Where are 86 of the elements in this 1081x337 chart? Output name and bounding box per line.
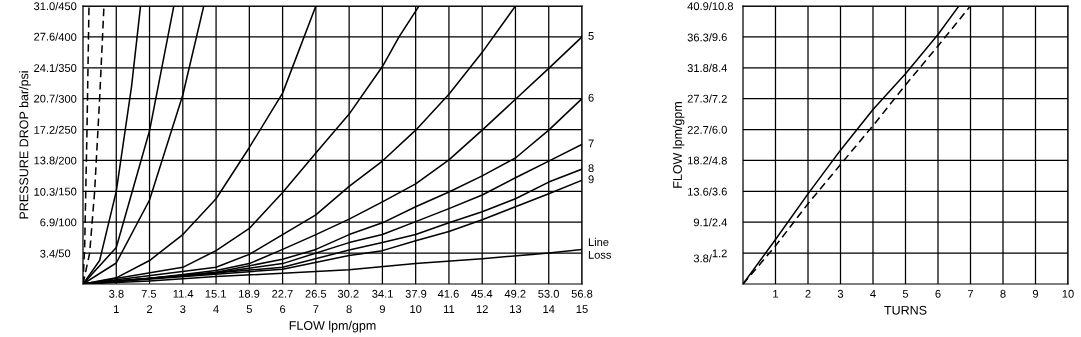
x-tick-label: 9 bbox=[1032, 289, 1039, 298]
x-tick-label: 3 bbox=[180, 305, 186, 313]
series-label: Line Loss bbox=[588, 237, 612, 259]
x-tick-label: 4 bbox=[870, 289, 876, 298]
x2-tick-label: 7.5 bbox=[141, 289, 157, 298]
x2-tick-label: 41.6 bbox=[437, 289, 459, 298]
x2-tick-label: 11.4 bbox=[173, 289, 194, 298]
y2-tick-label: 13.6/ bbox=[688, 187, 712, 196]
y-tick-label: 2.4 bbox=[712, 218, 728, 227]
series-label: 8 bbox=[588, 164, 594, 173]
y2-tick-label: 10.3/ bbox=[34, 187, 59, 196]
x-tick-label: 14 bbox=[543, 305, 555, 313]
y2-tick-label: 9.1/ bbox=[693, 218, 712, 227]
y2-axis-title: FLOW lpm/gpm bbox=[672, 102, 685, 188]
y-tick-label: 350 bbox=[58, 64, 77, 72]
x-tick-label: 1 bbox=[773, 289, 779, 298]
x-tick-label: 10 bbox=[1062, 289, 1074, 298]
y-tick-label: 6.0 bbox=[712, 125, 727, 134]
y2-tick-label: 24.1/ bbox=[34, 63, 59, 73]
series-label: 6 bbox=[588, 93, 594, 102]
y-tick-label: 400 bbox=[58, 33, 77, 42]
x-tick-label: 2 bbox=[147, 305, 153, 313]
y2-tick-label: 22.7/ bbox=[687, 125, 712, 134]
x-axis-title: TURNS bbox=[884, 305, 927, 315]
x-tick-label: 2 bbox=[805, 289, 811, 298]
y-tick-label: 4.8 bbox=[712, 156, 727, 165]
x-tick-label: 6 bbox=[280, 305, 286, 313]
y2-tick-label: 6.9/ bbox=[40, 218, 59, 227]
y-tick-label: 9.6 bbox=[712, 33, 727, 42]
x-tick-label: 5 bbox=[902, 289, 909, 298]
y2-tick-label: 36.3/ bbox=[687, 33, 712, 42]
x2-tick-label: 15.1 bbox=[205, 289, 226, 298]
series-label: 9 bbox=[588, 175, 594, 184]
x-tick-label: 4 bbox=[213, 305, 219, 313]
y-tick-label: 50 bbox=[58, 249, 71, 258]
y-tick-label: 200 bbox=[58, 156, 77, 165]
x2-tick-label: 18.9 bbox=[239, 289, 260, 298]
x2-tick-label: 53.0 bbox=[538, 289, 559, 298]
y2-tick-label: 27.6/ bbox=[34, 32, 59, 41]
y-tick-label: 1.2 bbox=[712, 249, 727, 258]
y-tick-label: 3.6 bbox=[712, 187, 727, 196]
x-tick-label: 7 bbox=[967, 289, 974, 298]
y2-tick-label: 31.0/ bbox=[33, 1, 59, 11]
x2-tick-label: 49.2 bbox=[504, 289, 526, 298]
y2-tick-label: 17.2/ bbox=[34, 125, 59, 134]
x-tick-label: 8 bbox=[1000, 289, 1006, 298]
y2-tick-label: 13.8/ bbox=[34, 156, 59, 165]
y-tick-label: 100 bbox=[59, 218, 77, 227]
x2-tick-label: 22.7 bbox=[272, 289, 293, 298]
x-tick-label: 5 bbox=[246, 305, 252, 313]
y-tick-label: 450 bbox=[58, 2, 77, 11]
x-tick-label: 12 bbox=[476, 305, 488, 313]
x-tick-label: 13 bbox=[510, 305, 522, 313]
y2-tick-label: 27.3/ bbox=[687, 94, 712, 103]
x2-tick-label: 45.4 bbox=[471, 289, 493, 298]
x-tick-label: 9 bbox=[379, 305, 385, 313]
y2-axis-title: PRESSURE DROP bar/psi bbox=[19, 71, 31, 219]
y-tick-label: 7.2 bbox=[712, 94, 727, 103]
y-tick-label: 250 bbox=[58, 125, 77, 134]
y2-tick-label: 3.4/ bbox=[40, 249, 59, 258]
x2-tick-label: 37.9 bbox=[405, 289, 427, 298]
x-axis-title: FLOW lpm/gpm bbox=[289, 320, 376, 333]
series-label: 5 bbox=[588, 32, 594, 40]
x2-tick-label: 56.8 bbox=[571, 289, 593, 298]
x-tick-label: 10 bbox=[410, 305, 422, 313]
y-tick-label: 150 bbox=[59, 187, 77, 196]
x-tick-label: 15 bbox=[576, 305, 588, 313]
y-tick-label: 8.4 bbox=[712, 64, 728, 72]
x2-tick-label: 30.2 bbox=[337, 289, 359, 298]
x-tick-label: 6 bbox=[935, 289, 941, 298]
y2-tick-label: 31.8/ bbox=[687, 63, 712, 72]
y-tick-label: 300 bbox=[58, 94, 77, 103]
x2-tick-label: 34.1 bbox=[372, 289, 393, 298]
x2-tick-label: 3.8 bbox=[109, 289, 124, 298]
y2-tick-label: 40.9/ bbox=[687, 1, 712, 11]
x2-tick-label: 26.5 bbox=[305, 289, 327, 298]
x-tick-label: 3 bbox=[837, 289, 844, 298]
y2-tick-label: 3.8/ bbox=[693, 254, 712, 263]
y2-tick-label: 20.7/ bbox=[34, 94, 59, 103]
series-label: 7 bbox=[588, 139, 594, 148]
x-tick-label: 7 bbox=[313, 305, 319, 313]
y-tick-label: 10.8 bbox=[712, 2, 734, 11]
x-tick-label: 11 bbox=[444, 305, 455, 313]
x-tick-label: 1 bbox=[114, 305, 119, 313]
x-tick-label: 8 bbox=[346, 305, 352, 313]
y2-tick-label: 18.2/ bbox=[688, 156, 712, 165]
